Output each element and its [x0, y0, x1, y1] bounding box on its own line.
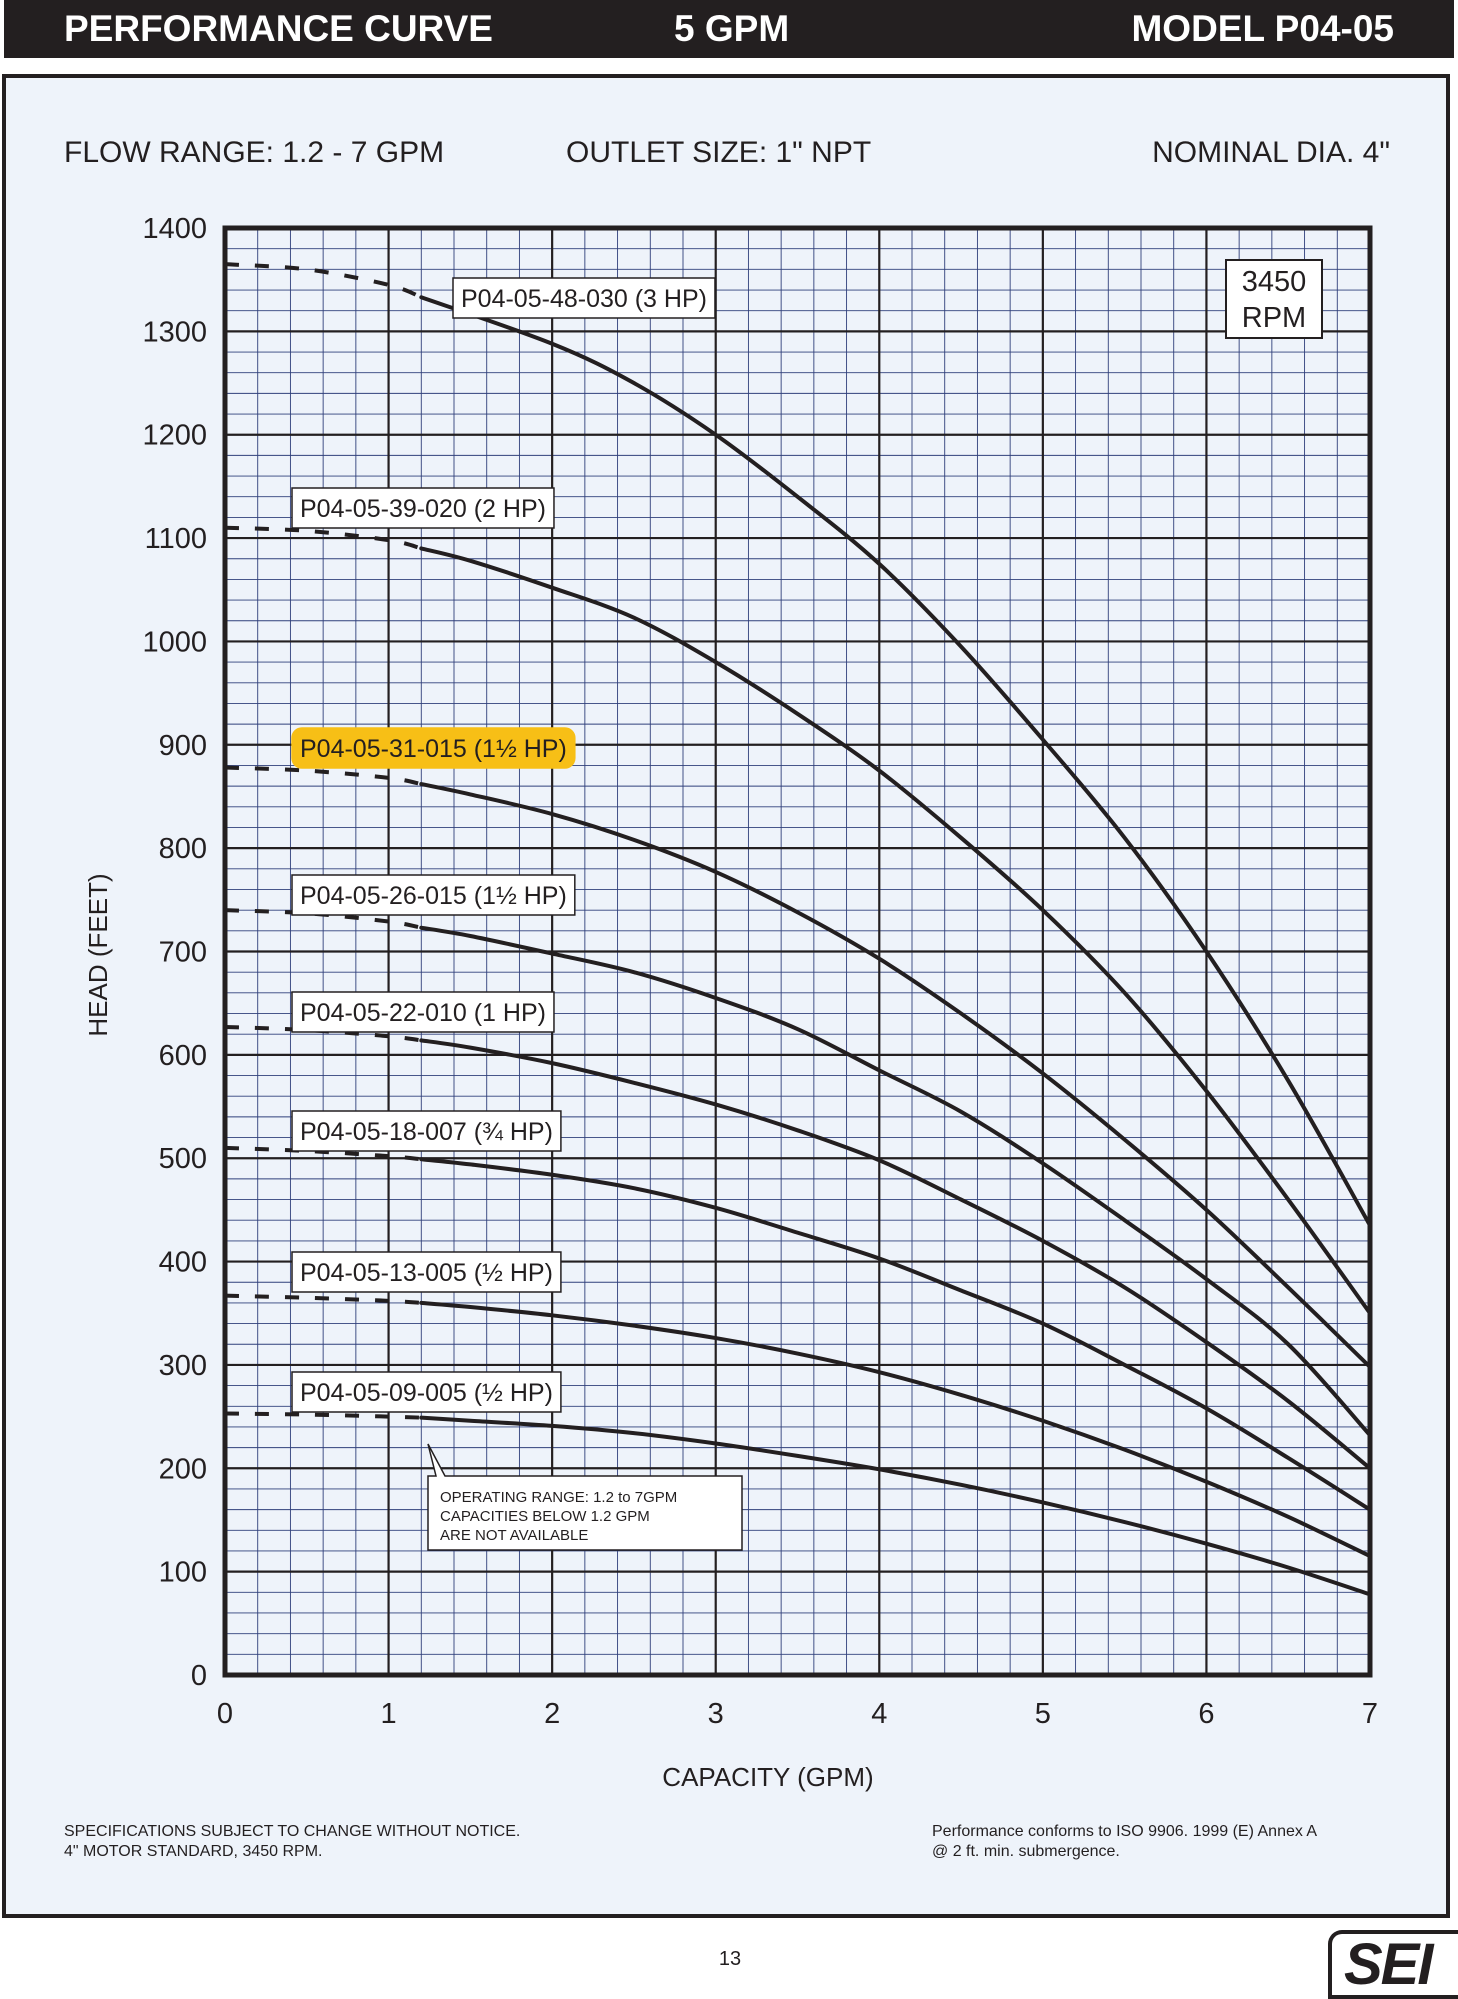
series-dashed-segment: [224, 1411, 422, 1420]
series-curve: [419, 1300, 1372, 1559]
chart-panel: FLOW RANGE: 1.2 - 7 GPM OUTLET SIZE: 1" …: [2, 74, 1450, 1918]
operating-range-note: OPERATING RANGE: 1.2 to 7GPM CAPACITIES …: [427, 1443, 743, 1551]
series-label: P04-05-48-030 (3 HP): [452, 277, 716, 319]
series-label-box: [291, 991, 555, 1033]
rpm-box: 3450 RPM: [1225, 259, 1323, 339]
series-label-text: P04-05-09-005 (½ HP): [300, 1379, 553, 1407]
header-model: MODEL P04-05: [1131, 8, 1394, 49]
series-label-box: [452, 277, 716, 319]
x-tick-label: 2: [544, 1698, 560, 1730]
series-curve: [419, 782, 1372, 1369]
series-label-box: [291, 1110, 562, 1152]
y-axis-ticks: 0 100 200 300 400 500 600 700 800 900 1000 1100 1200…: [142, 213, 207, 1692]
x-tick-label: 7: [1362, 1698, 1378, 1730]
series-label-text: P04-05-18-007 (¾ HP): [300, 1118, 553, 1146]
series-dashed-segment: [224, 908, 422, 930]
rpm-unit: RPM: [1242, 302, 1306, 334]
series-curve: [419, 1415, 1372, 1597]
series-label-text: P04-05-31-015 (1½ HP): [300, 735, 567, 763]
x-tick-label: 5: [1035, 1698, 1051, 1730]
series-dashed-segment: [224, 765, 422, 787]
x-axis-label: CAPACITY (GPM): [662, 1762, 873, 1792]
y-tick-label: 200: [159, 1453, 207, 1485]
y-tick-label: 400: [159, 1247, 207, 1279]
plot-frame: [222, 225, 1373, 1678]
note-line-2: CAPACITIES BELOW 1.2 GPM: [440, 1508, 650, 1525]
y-tick-label: 600: [159, 1040, 207, 1072]
series-label-box: [291, 1251, 562, 1293]
series-curve: [419, 1157, 1372, 1512]
series-label: P04-05-13-005 (½ HP): [291, 1251, 562, 1293]
note-callout-box: [427, 1443, 743, 1551]
y-tick-label: 1300: [142, 316, 207, 348]
y-tick-label: 700: [159, 937, 207, 969]
footer-right-notes: Performance conforms to ISO 9906. 1999 (…: [932, 1822, 1317, 1862]
series-label-text: P04-05-26-015 (1½ HP): [300, 882, 567, 910]
series-label-box: [291, 1371, 562, 1413]
series-label-text: P04-05-13-005 (½ HP): [300, 1259, 553, 1287]
x-tick-label: 3: [708, 1698, 724, 1730]
y-tick-label: 0: [191, 1660, 207, 1692]
series-lines: [224, 262, 1372, 1597]
header-title: PERFORMANCE CURVE: [64, 8, 493, 49]
y-tick-label: 900: [159, 730, 207, 762]
series-label-highlight: [291, 727, 576, 769]
sei-logo: SEI: [1328, 1930, 1458, 1999]
series-label-box: [291, 487, 555, 529]
page-number: 13: [718, 1948, 742, 1970]
series-label: P04-05-39-020 (2 HP): [291, 487, 555, 529]
series-label: P04-05-09-005 (½ HP): [291, 1371, 562, 1413]
y-tick-label: 1200: [142, 420, 207, 452]
series-curve: [419, 295, 1372, 1228]
x-axis-ticks: 0 1 2 3 4 5 6 7: [217, 1698, 1378, 1730]
series-label-text: P04-05-39-020 (2 HP): [300, 495, 546, 523]
note-line-3: ARE NOT AVAILABLE: [440, 1527, 588, 1544]
footer-motor-notice: 4" MOTOR STANDARD, 3450 RPM.: [64, 1843, 323, 1860]
rpm-value: 3450: [1242, 266, 1307, 298]
series-label-text: P04-05-22-010 (1 HP): [300, 999, 546, 1027]
y-axis-label: HEAD (FEET): [83, 873, 113, 1036]
series-dashed-segment: [224, 1024, 422, 1043]
y-tick-label: 300: [159, 1350, 207, 1382]
y-tick-label: 1000: [142, 626, 207, 658]
header-bar: PERFORMANCE CURVE 5 GPM MODEL P04-05: [4, 0, 1454, 58]
series-label: P04-05-31-015 (1½ HP): [291, 727, 576, 769]
series-dashed-segment: [224, 262, 423, 300]
series-dashed-segment: [224, 1145, 422, 1162]
outlet-size-spec: OUTLET SIZE: 1" NPT: [566, 136, 872, 169]
y-tick-label: 1100: [145, 523, 207, 555]
series-label: P04-05-26-015 (1½ HP): [291, 874, 576, 916]
footer-submergence-notice: @ 2 ft. min. submergence.: [932, 1843, 1120, 1860]
major-grid: [223, 226, 1372, 1677]
footer-iso-notice: Performance conforms to ISO 9906. 1999 (…: [932, 1823, 1318, 1840]
performance-chart: 0100200300400500600700800900100011001200…: [83, 213, 1378, 1792]
series-curve: [419, 1038, 1372, 1471]
x-tick-label: 1: [381, 1698, 397, 1730]
y-tick-label: 100: [159, 1557, 207, 1589]
footer-spec-notice: SPECIFICATIONS SUBJECT TO CHANGE WITHOUT…: [64, 1823, 521, 1840]
series-label-box: [291, 874, 576, 916]
flow-range-spec: FLOW RANGE: 1.2 - 7 GPM: [64, 136, 445, 169]
x-tick-label: 4: [871, 1698, 887, 1730]
series-curve: [419, 925, 1372, 1438]
footer-left-notes: SPECIFICATIONS SUBJECT TO CHANGE WITHOUT…: [64, 1822, 520, 1862]
header-flow-rating: 5 GPM: [674, 8, 790, 49]
series-dashed-segment: [224, 1293, 422, 1305]
series-label: P04-05-18-007 (¾ HP): [291, 1110, 562, 1152]
series-label: P04-05-22-010 (1 HP): [291, 991, 555, 1033]
note-line-1: OPERATING RANGE: 1.2 to 7GPM: [440, 1489, 677, 1506]
series-dashed-segment: [224, 525, 422, 551]
nominal-diameter-spec: NOMINAL DIA. 4": [1152, 136, 1390, 169]
y-tick-label: 500: [159, 1143, 207, 1175]
y-tick-label: 1400: [142, 213, 207, 245]
series-curve: [419, 546, 1372, 1316]
rpm-box-frame: [1225, 259, 1323, 339]
x-tick-label: 6: [1198, 1698, 1214, 1730]
series-label-text: P04-05-48-030 (3 HP): [461, 285, 707, 313]
y-tick-label: 800: [159, 833, 207, 865]
series-labels: P04-05-48-030 (3 HP) P04-05-39-020 (2 HP)…: [291, 277, 716, 1413]
x-tick-label: 0: [217, 1698, 233, 1730]
